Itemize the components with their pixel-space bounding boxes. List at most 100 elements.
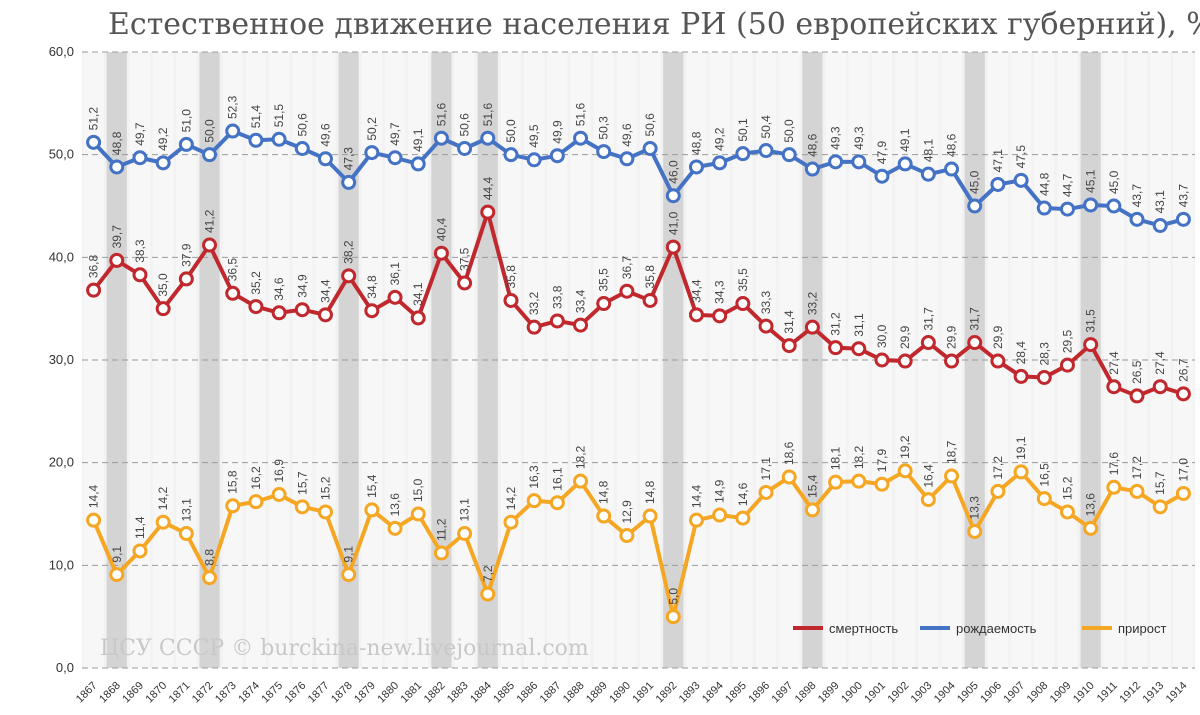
data-point [619,151,635,167]
data-label: 34,6 [272,277,286,301]
x-tick-label: 1879 [352,680,378,706]
year-column-1913 [1150,52,1171,668]
x-tick-label: 1873 [213,680,239,706]
data-point [132,150,148,166]
x-tick-label: 1877 [306,680,332,706]
data-point [1059,201,1075,217]
data-label: 15,7 [295,471,309,495]
data-point [202,570,218,586]
data-label: 44,7 [1060,173,1074,197]
data-point [781,338,797,354]
x-tick-label: 1875 [259,680,285,706]
data-point [804,161,820,177]
data-point [549,148,565,164]
x-tick-label: 1898 [793,680,819,706]
data-point [874,476,890,492]
x-tick-label: 1886 [514,680,540,706]
data-label: 31,4 [782,310,796,334]
x-tick-label: 1893 [677,680,703,706]
data-label: 15,8 [226,470,240,494]
data-point [735,510,751,526]
data-point [596,296,612,312]
data-label: 31,5 [1084,309,1098,333]
data-point [178,136,194,152]
y-tick-label: 0,0 [56,660,74,675]
data-label: 51,0 [179,109,193,133]
data-point [1036,491,1052,507]
data-label: 14,8 [597,480,611,504]
data-label: 46,0 [666,160,680,184]
data-label: 11,2 [434,518,448,541]
data-point [433,245,449,261]
data-point [294,302,310,318]
data-label: 16,5 [1037,463,1051,487]
data-label: 16,1 [550,467,564,491]
data-point [271,131,287,147]
data-point [665,239,681,255]
data-label: 50,2 [365,117,379,141]
data-label: 47,9 [875,141,889,165]
data-point [271,486,287,502]
year-column-1869 [129,52,151,668]
data-label: 49,9 [550,120,564,144]
data-label: 12,9 [620,500,634,524]
x-tick-label: 1897 [770,680,796,706]
highlight-column-1882 [431,52,452,668]
data-label: 49,2 [713,127,727,151]
data-point [851,341,867,357]
data-point [503,514,519,530]
data-label: 34,4 [689,279,703,303]
data-label: 19,2 [898,435,912,459]
data-label: 43,7 [1130,184,1144,208]
data-point [990,483,1006,499]
data-label: 31,7 [921,307,935,331]
data-point [781,147,797,163]
data-label: 51,6 [574,103,588,127]
data-label: 35,8 [504,265,518,289]
data-point [364,502,380,518]
data-point [1152,379,1168,395]
data-label: 28,4 [1014,341,1028,365]
data-label: 36,1 [388,262,402,286]
data-label: 49,6 [620,123,634,147]
data-label: 27,4 [1107,351,1121,375]
data-point [642,141,658,157]
data-point [1129,211,1145,227]
data-point [897,156,913,172]
data-label: 19,1 [1014,436,1028,460]
watermark: ЦСУ СССР © burckina-new.livejournal.com [100,636,589,661]
data-point [503,147,519,163]
x-tick-label: 1869 [120,680,146,706]
data-label: 49,1 [898,128,912,152]
data-point [109,252,125,268]
data-label: 35,0 [156,273,170,297]
x-tick-label: 1902 [885,680,911,706]
data-label: 29,9 [991,325,1005,349]
y-tick-label: 40,0 [49,249,74,264]
data-point [387,289,403,305]
data-label: 48,8 [689,131,703,155]
data-label: 49,2 [156,127,170,151]
data-point [967,523,983,539]
data-label: 29,9 [945,325,959,349]
data-label: 51,6 [434,103,448,127]
data-label: 15,4 [805,474,819,498]
data-point [526,152,542,168]
x-tick-label: 1896 [746,680,772,706]
data-point [781,469,797,485]
data-point [688,307,704,323]
data-label: 15,2 [1060,476,1074,500]
data-point [1013,172,1029,188]
x-tick-label: 1887 [538,680,564,706]
data-label: 49,3 [829,126,843,150]
data-label: 35,8 [643,265,657,289]
data-point [874,168,890,184]
data-label: 47,3 [342,147,356,171]
data-label: 48,1 [921,138,935,162]
data-label: 50,6 [295,113,309,137]
x-tick-label: 1911 [1095,680,1120,705]
data-label: 14,8 [643,480,657,504]
year-column-1888 [570,52,591,668]
data-point [1129,483,1145,499]
data-point [526,493,542,509]
